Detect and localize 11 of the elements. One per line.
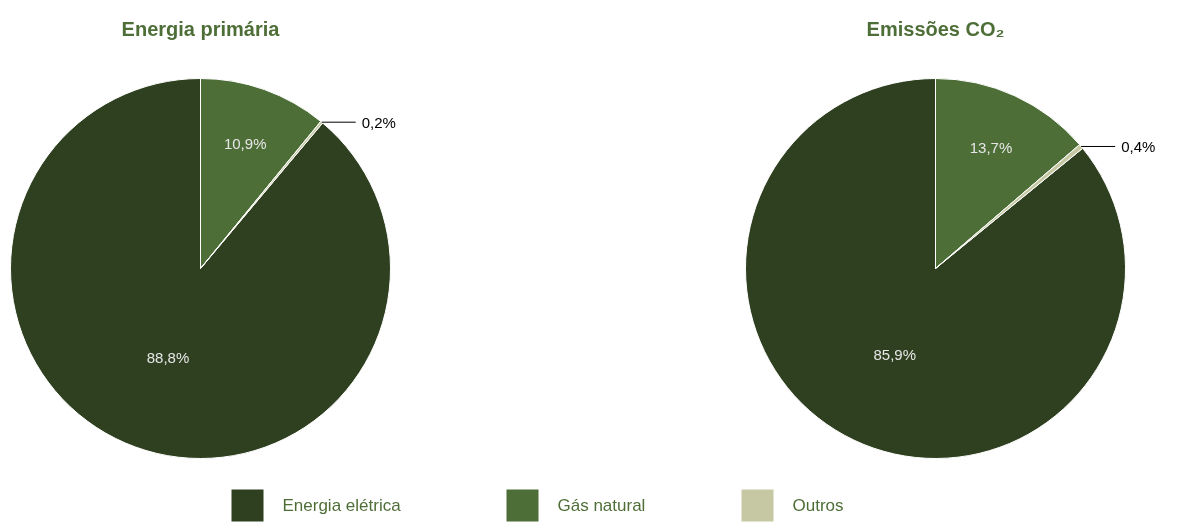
data-label: 88,8% (146, 349, 190, 367)
data-label: 0,2% (361, 113, 396, 131)
chart-title: Emissões CO₂ (866, 17, 1005, 40)
data-label: 10,9% (223, 134, 267, 152)
data-label: 0,4% (1121, 137, 1156, 155)
data-label: 85,9% (873, 345, 917, 363)
legend-label: Gás natural (557, 496, 646, 515)
data-label: 13,7% (969, 139, 1013, 157)
chart-title: Energia primária (121, 17, 281, 40)
legend-label: Outros (792, 496, 844, 515)
legend-label: Energia elétrica (282, 496, 402, 515)
